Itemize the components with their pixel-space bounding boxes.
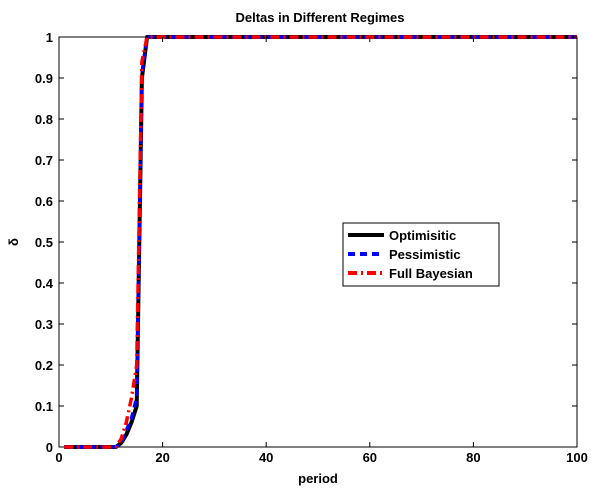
x-tick-label: 20: [155, 450, 169, 465]
legend-label-pessimistic: Pessimistic: [389, 247, 461, 262]
x-tick-label: 100: [566, 450, 588, 465]
y-tick-label: 0.6: [35, 194, 53, 209]
y-tick-label: 0: [46, 440, 53, 455]
x-tick-label: 40: [259, 450, 273, 465]
y-axis-label: δ: [6, 238, 21, 246]
tick-layer: 0 20 40 60 80 100 0 0.1 0.2 0.3 0.4 0.5 0.6 0.7 0.8 0.9…: [35, 30, 588, 465]
legend-label-optimisitic: Optimisitic: [389, 228, 456, 243]
legend-label-full-bayesian: Full Bayesian: [389, 266, 473, 281]
x-tick-label: 80: [466, 450, 480, 465]
y-tick-label: 0.5: [35, 235, 53, 250]
y-tick-label: 0.8: [35, 112, 53, 127]
y-tick-label: 1: [46, 30, 53, 45]
x-tick-label: 0: [55, 450, 62, 465]
y-tick-label: 0.4: [35, 276, 54, 291]
legend: Optimisitic Pessimistic Full Bayesian: [342, 222, 500, 287]
chart-title: Deltas in Different Regimes: [235, 10, 404, 25]
series-line-pessimistic: [64, 35, 577, 449]
y-tick-label: 0.3: [35, 317, 53, 332]
y-tick-label: 0.7: [35, 153, 53, 168]
series-line-full-bayesian: [64, 35, 577, 449]
y-tick-label: 0.9: [35, 71, 53, 86]
y-tick-label: 0.1: [35, 399, 53, 414]
y-tick-label: 0.2: [35, 358, 53, 373]
series-layer: [64, 35, 577, 449]
x-tick-label: 60: [363, 450, 377, 465]
x-axis-label: period: [298, 471, 338, 486]
